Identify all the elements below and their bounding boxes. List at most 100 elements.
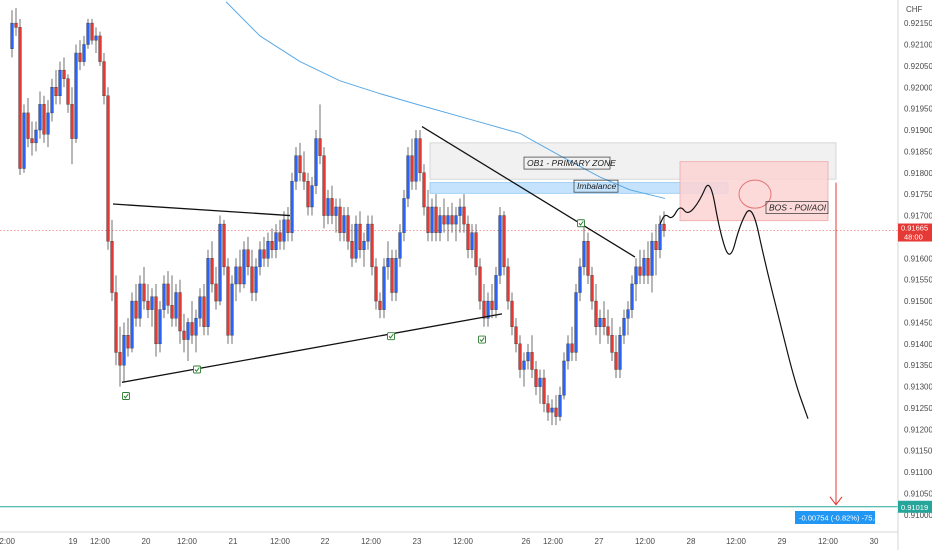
check-mark (578, 220, 584, 226)
candle (114, 275, 118, 366)
x-tick-label: 12:00 (543, 537, 564, 546)
y-tick-label: 0.91600 (904, 254, 932, 263)
y-tick-label: 0.91000 (904, 511, 932, 520)
candle-body (454, 215, 458, 225)
candle-body (86, 22, 90, 45)
candle-body (278, 232, 282, 242)
candle (422, 164, 426, 216)
zone-box-2 (679, 161, 829, 222)
candle (190, 301, 194, 344)
candle-body (446, 215, 450, 225)
candle (210, 241, 214, 293)
candle-body (30, 138, 34, 144)
candle-body (370, 223, 374, 268)
candle (406, 147, 410, 207)
candle (266, 232, 270, 267)
candle (606, 309, 610, 344)
candle (386, 241, 390, 280)
candle-body (22, 112, 26, 169)
x-tick-label: 26 (522, 537, 531, 546)
y-tick-label: 0.91450 (904, 318, 932, 327)
candle (486, 292, 490, 327)
x-tick-label: 19 (69, 537, 78, 546)
candle-body (530, 352, 534, 370)
trendline-2 (421, 126, 636, 258)
y-tick-label: 0.92100 (904, 40, 932, 49)
candle-body (250, 266, 254, 293)
candle-body (10, 22, 14, 49)
candle-body (154, 296, 158, 345)
candle (214, 266, 218, 310)
candle (498, 206, 502, 284)
candle (334, 198, 338, 233)
candle (74, 44, 78, 143)
candle-body (122, 335, 126, 366)
candle (138, 275, 142, 327)
candle-body (622, 317, 626, 336)
candle-body (378, 300, 382, 310)
candle-body (282, 219, 286, 242)
x-tick-label: 12:00 (818, 537, 839, 546)
candle (230, 275, 234, 344)
candle-body (126, 335, 130, 349)
candle (410, 138, 414, 190)
candle-body (618, 335, 622, 370)
candle-body (294, 155, 298, 182)
candle-body (274, 232, 278, 250)
candle-body (402, 198, 406, 233)
candle-body (466, 223, 470, 250)
y-tick-label: 0.91700 (904, 212, 932, 221)
candle-body (34, 129, 38, 144)
candle (490, 283, 494, 319)
candle-body (582, 241, 586, 268)
candle (454, 206, 458, 242)
y-tick-label: 0.91100 (904, 468, 932, 477)
candle (38, 91, 42, 139)
candle-body (434, 206, 438, 233)
candle (582, 224, 586, 276)
candle (126, 318, 130, 357)
candle (570, 326, 574, 361)
candle (346, 206, 350, 250)
candle-body (346, 215, 350, 242)
check-mark (479, 337, 485, 343)
candle (330, 185, 334, 225)
candle-body (150, 296, 154, 310)
candle (426, 189, 430, 242)
candle-body (654, 241, 658, 250)
x-tick-label: 23 (413, 537, 422, 546)
x-tick-label: 12:00 (635, 537, 656, 546)
candle-body (270, 241, 274, 250)
candle (474, 224, 478, 276)
candle-body (106, 95, 110, 242)
candle (282, 211, 286, 250)
y-tick-label: 0.91250 (904, 404, 932, 413)
candle (22, 104, 26, 173)
candle-body (222, 223, 226, 268)
x-tick-label: 12:00 (453, 537, 474, 546)
candle-body (394, 258, 398, 293)
candle-body (242, 249, 246, 285)
candle (198, 288, 202, 327)
candle (634, 258, 638, 302)
candle (654, 224, 658, 276)
y-tick-label: 0.91200 (904, 425, 932, 434)
candle (306, 172, 310, 216)
candle (18, 18, 22, 175)
candle-body (230, 283, 234, 336)
candle (470, 224, 474, 259)
candle (122, 322, 126, 383)
candle-body (390, 258, 394, 293)
candle (102, 53, 106, 105)
candle-body (550, 407, 554, 413)
candle-body (662, 223, 666, 231)
candle-body (182, 330, 186, 340)
candle (30, 121, 34, 156)
candle (434, 194, 438, 242)
candle (354, 215, 358, 263)
candle-body (162, 283, 166, 310)
check-box (193, 365, 201, 374)
candle (574, 283, 578, 361)
candle-body (178, 292, 182, 332)
